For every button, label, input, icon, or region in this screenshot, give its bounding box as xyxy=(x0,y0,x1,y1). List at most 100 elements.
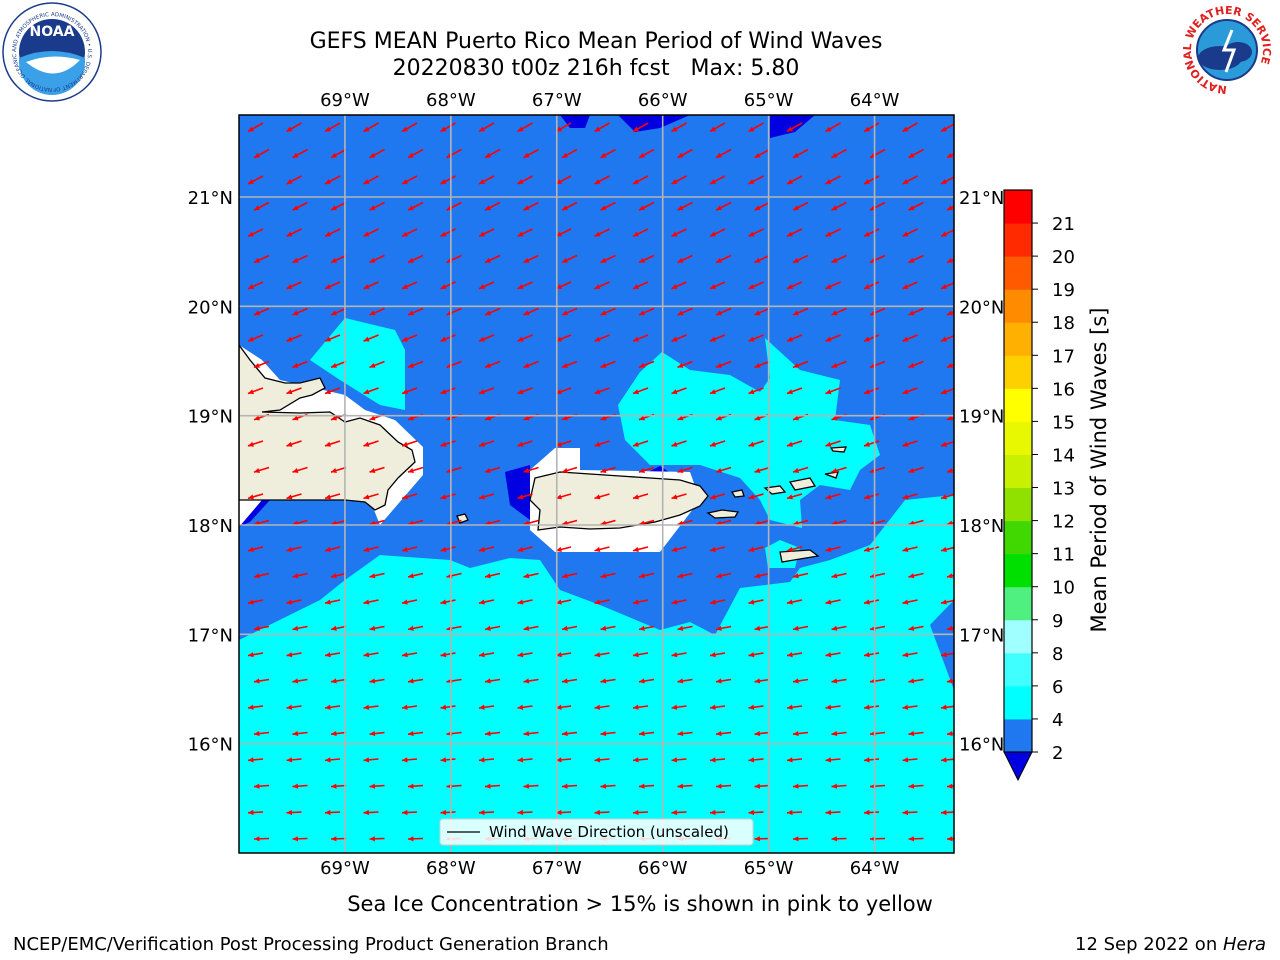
wind-wave-arrow xyxy=(946,205,954,211)
wind-wave-arrow xyxy=(517,440,533,447)
lat-tick-label: 16°N xyxy=(188,735,233,756)
wind-wave-arrow xyxy=(292,307,308,316)
wind-wave-arrow xyxy=(247,387,264,395)
wind-wave-arrow xyxy=(478,652,495,658)
colorbar-tick-label: 12 xyxy=(1052,512,1075,533)
wind-wave-arrow xyxy=(748,122,764,133)
wind-wave-arrow xyxy=(253,254,270,264)
wind-wave-arrow xyxy=(786,493,803,500)
wind-wave-arrow xyxy=(754,254,770,264)
wind-wave-arrow xyxy=(517,757,533,763)
wind-wave-arrow xyxy=(632,334,649,342)
wind-wave-arrow xyxy=(709,599,726,605)
wind-wave-arrow xyxy=(786,757,803,763)
colorbar-segment xyxy=(1004,421,1032,455)
wind-wave-arrow xyxy=(946,783,954,789)
wind-wave-arrow xyxy=(247,334,264,342)
wind-wave-arrow xyxy=(946,678,954,684)
wind-wave-arrow xyxy=(401,228,418,238)
wind-wave-arrow xyxy=(902,546,918,552)
wind-wave-arrow xyxy=(709,809,726,816)
wind-wave-arrow xyxy=(523,466,539,474)
lon-tick-label: 67°W xyxy=(532,858,582,879)
wind-wave-arrow xyxy=(247,599,264,605)
map-title: GEFS MEAN Puerto Rico Mean Period of Win… xyxy=(310,29,883,54)
wind-wave-arrow xyxy=(561,783,578,789)
wind-wave-arrow xyxy=(484,783,501,789)
lat-labels-left: 16°N 17°N 18°N 19°N 20°N 21°N xyxy=(188,188,233,756)
wind-wave-arrow xyxy=(671,493,687,500)
wind-wave-arrow xyxy=(484,307,501,316)
wind-wave-arrow xyxy=(825,809,841,816)
wind-wave-arrow xyxy=(902,175,918,185)
wind-wave-arrow xyxy=(594,122,610,133)
wind-wave-arrow xyxy=(600,625,616,631)
wind-wave-arrow xyxy=(902,652,918,658)
wind-wave-arrow xyxy=(292,783,308,789)
wind-wave-arrow xyxy=(253,201,270,211)
virgin-islands xyxy=(824,471,839,479)
wind-wave-arrow xyxy=(677,572,693,579)
wind-wave-arrow xyxy=(748,704,764,710)
wind-wave-arrow xyxy=(754,783,770,789)
wind-wave-arrow xyxy=(632,281,649,290)
wind-wave-arrow xyxy=(715,572,732,579)
wind-wave-arrow xyxy=(748,652,764,658)
wind-wave-arrow xyxy=(517,493,533,500)
wind-wave-arrow xyxy=(363,809,379,816)
virgin-islands xyxy=(829,446,847,453)
wind-wave-arrow xyxy=(484,254,501,264)
wind-wave-arrow xyxy=(363,757,379,763)
wind-wave-arrow xyxy=(902,704,918,710)
wind-wave-arrow xyxy=(902,493,918,500)
wind-wave-arrow xyxy=(363,281,379,290)
wind-wave-arrow xyxy=(561,466,578,474)
wind-wave-arrow xyxy=(440,652,456,658)
wind-wave-arrow xyxy=(825,281,841,290)
wind-wave-arrow xyxy=(523,783,539,789)
wind-wave-arrow xyxy=(786,546,803,552)
wind-wave-arrow xyxy=(792,836,809,842)
wind-wave-arrow xyxy=(330,254,347,264)
wind-wave-arrow xyxy=(253,783,270,789)
wind-wave-arrow xyxy=(324,757,341,763)
wind-wave-arrow xyxy=(786,228,803,238)
wind-wave-arrow xyxy=(831,836,847,842)
wind-wave-arrow xyxy=(440,440,456,447)
lat-tick-label: 20°N xyxy=(188,297,233,318)
wind-wave-arrow xyxy=(292,625,308,631)
wind-wave-arrow xyxy=(247,809,264,816)
wind-wave-arrow xyxy=(600,783,616,789)
wind-wave-arrow xyxy=(555,704,572,710)
wind-wave-arrow xyxy=(709,493,726,500)
wind-wave-arrow xyxy=(517,122,533,133)
wind-wave-arrow xyxy=(632,704,649,710)
wind-wave-arrow xyxy=(407,625,424,631)
wind-wave-arrow xyxy=(638,625,655,631)
wind-wave-arrow xyxy=(517,228,533,238)
wind-wave-arrow xyxy=(440,599,456,605)
wind-wave-arrow xyxy=(863,704,880,710)
wind-wave-arrow xyxy=(561,572,578,579)
wind-wave-arrow xyxy=(247,704,264,710)
wind-wave-arrow xyxy=(671,228,687,238)
lon-tick-label: 68°W xyxy=(426,90,476,111)
colorbar-tick-label: 11 xyxy=(1052,545,1075,566)
wind-wave-arrow xyxy=(324,281,341,290)
wind-wave-arrow xyxy=(825,175,841,185)
ocean-period-lt-2-north xyxy=(770,115,815,138)
wind-wave-arrow xyxy=(324,704,341,710)
lon-tick-label: 66°W xyxy=(638,90,688,111)
wind-wave-arrow xyxy=(825,599,841,605)
wind-wave-arrow xyxy=(671,757,687,763)
lon-labels-bottom: 69°W 68°W 67°W 66°W 65°W 64°W xyxy=(320,858,900,879)
wind-wave-arrow xyxy=(247,440,264,447)
wind-wave-arrow xyxy=(324,334,341,342)
wind-wave-arrow xyxy=(594,175,610,185)
wind-wave-arrow xyxy=(594,704,610,710)
wind-wave-arrow xyxy=(831,466,847,474)
wind-wave-arrow xyxy=(401,493,418,500)
wind-wave-arrow xyxy=(748,809,764,816)
wind-wave-arrow xyxy=(440,228,456,238)
